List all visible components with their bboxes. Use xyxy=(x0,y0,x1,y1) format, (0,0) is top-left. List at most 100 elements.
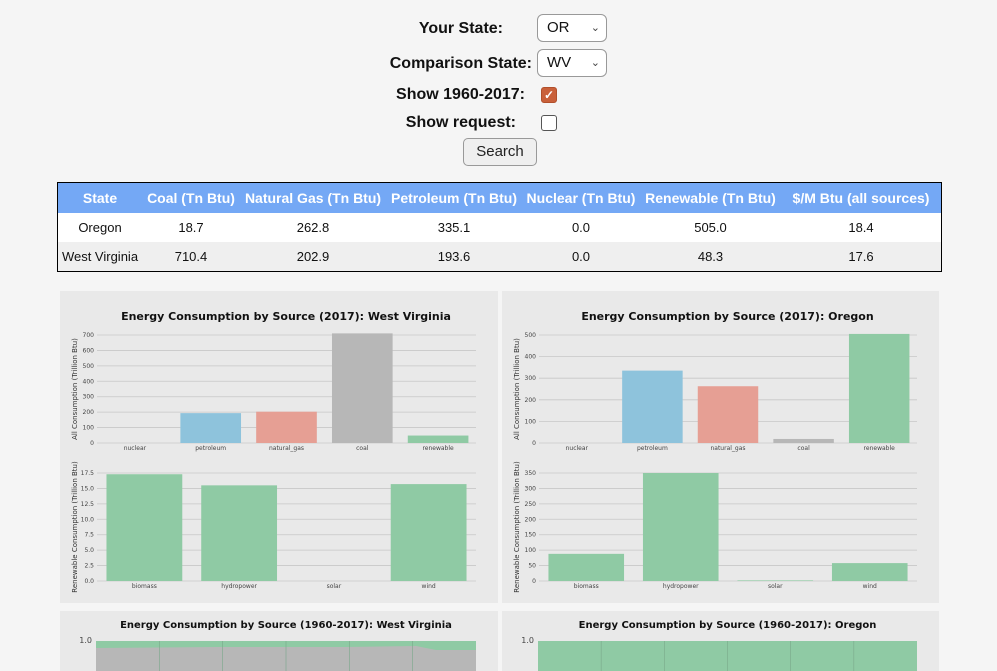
comparison-state-row: Comparison State: WV ⌄ xyxy=(0,49,997,79)
chart-title: Energy Consumption by Source (1960-2017)… xyxy=(120,620,452,631)
table-cell: Oregon xyxy=(57,213,142,242)
top-bar-coal xyxy=(331,333,393,443)
top-ytick-label: 100 xyxy=(525,418,537,425)
bottom-bar-biomass xyxy=(548,553,625,581)
table-cell: 48.3 xyxy=(640,242,781,272)
table-row: Oregon 18.7 262.8 335.1 0.0 505.0 18.4 xyxy=(57,213,942,242)
table-cell: 18.7 xyxy=(142,213,240,242)
energy-table: State Coal (Tn Btu) Natural Gas (Tn Btu)… xyxy=(57,182,942,272)
bottom-ytick-label: 350 xyxy=(525,470,537,477)
table-cell: 193.6 xyxy=(386,242,522,272)
table-cell: 262.8 xyxy=(240,213,386,242)
table-cell: 335.1 xyxy=(386,213,522,242)
bottom-ytick-label: 200 xyxy=(525,516,537,523)
table-cell: 202.9 xyxy=(240,242,386,272)
header-natural-gas: Natural Gas (Tn Btu) xyxy=(240,182,386,213)
chart-panel-west-virginia-2017: Energy Consumption by Source (2017): Wes… xyxy=(60,291,498,603)
top-ytick-label: 200 xyxy=(525,397,537,404)
your-state-label: Your State: xyxy=(418,20,503,37)
bottom-ytick-label: 250 xyxy=(525,501,537,508)
top-ytick-label: 100 xyxy=(83,425,95,432)
comparison-state-label: Comparison State: xyxy=(389,55,532,72)
top-ytick-label: 500 xyxy=(83,363,95,370)
show-history-label: Show 1960-2017: xyxy=(396,86,525,103)
bottom-ytick-label: 0 xyxy=(532,578,536,585)
top-xtick-label: renewable xyxy=(864,445,896,452)
your-state-value: OR xyxy=(547,19,570,36)
show-history-row: Show 1960-2017: ✓ xyxy=(0,80,997,110)
top-xtick-label: petroleum xyxy=(637,445,668,452)
top-ytick-label: 400 xyxy=(525,354,537,361)
top-xtick-label: petroleum xyxy=(195,445,226,452)
comparison-state-select[interactable]: WV ⌄ xyxy=(537,49,607,77)
top-bar-coal xyxy=(773,438,834,443)
top-xtick-label: coal xyxy=(356,445,369,452)
chart-oregon-history: Energy Consumption by Source (1960-2017)… xyxy=(521,620,917,671)
bottom-ytick-label: 150 xyxy=(525,532,537,539)
show-request-label: Show request: xyxy=(405,114,516,131)
bottom-ytick-label: 17.5 xyxy=(81,470,95,477)
table-cell: 18.4 xyxy=(781,213,942,242)
bottom-bar-wind xyxy=(390,484,467,581)
bottom-bar-solar xyxy=(737,580,814,581)
top-ylabel: All Consumption (Trillion Btu) xyxy=(71,338,79,440)
history-ytick-label: 1.0 xyxy=(521,636,534,645)
top-xtick-label: nuclear xyxy=(124,445,147,452)
top-bar-renewable xyxy=(848,333,910,443)
chart-title: Energy Consumption by Source (2017): Wes… xyxy=(121,310,451,323)
top-bar-petroleum xyxy=(622,370,683,443)
top-ytick-label: 500 xyxy=(525,332,537,339)
header-state: State xyxy=(57,182,142,213)
table-row: West Virginia 710.4 202.9 193.6 0.0 48.3… xyxy=(57,242,942,272)
top-xtick-label: natural_gas xyxy=(710,445,745,452)
top-ytick-label: 400 xyxy=(83,378,95,385)
bottom-xtick-label: biomass xyxy=(574,583,599,590)
your-state-select[interactable]: OR ⌄ xyxy=(537,14,607,42)
top-ytick-label: 0 xyxy=(532,440,536,447)
bottom-ytick-label: 7.5 xyxy=(84,532,94,539)
header-coal: Coal (Tn Btu) xyxy=(142,182,240,213)
top-xtick-label: coal xyxy=(797,445,810,452)
chart-panel-oregon-2017: Energy Consumption by Source (2017): Ore… xyxy=(502,291,939,603)
chart-west-virginia-history: Energy Consumption by Source (1960-2017)… xyxy=(79,620,476,671)
show-request-row: Show request: xyxy=(0,108,997,138)
top-bar-natural_gas xyxy=(697,386,759,443)
top-ytick-label: 300 xyxy=(83,394,95,401)
top-xtick-label: nuclear xyxy=(566,445,589,452)
header-price: $/M Btu (all sources) xyxy=(781,182,942,213)
chart-title: Energy Consumption by Source (1960-2017)… xyxy=(579,620,877,631)
bottom-xtick-label: hydropower xyxy=(663,583,699,590)
bottom-bar-biomass xyxy=(106,474,183,581)
top-ytick-label: 200 xyxy=(83,409,95,416)
search-button[interactable]: Search xyxy=(463,138,537,166)
table-header-row: State Coal (Tn Btu) Natural Gas (Tn Btu)… xyxy=(57,182,942,213)
bottom-ytick-label: 50 xyxy=(528,563,536,570)
bottom-xtick-label: solar xyxy=(768,583,783,590)
bottom-bar-hydropower xyxy=(201,485,278,581)
bottom-ylabel: Renewable Consumption (Trillion Btu) xyxy=(71,461,79,593)
chart-oregon-2017: Energy Consumption by Source (2017): Ore… xyxy=(513,310,917,593)
bottom-ytick-label: 300 xyxy=(525,485,537,492)
top-xtick-label: renewable xyxy=(422,445,454,452)
chevron-down-icon: ⌄ xyxy=(590,57,600,69)
table-cell: 17.6 xyxy=(781,242,942,272)
comparison-state-value: WV xyxy=(547,54,572,71)
show-request-checkbox[interactable] xyxy=(541,115,557,131)
bottom-xtick-label: solar xyxy=(327,583,342,590)
bottom-ytick-label: 100 xyxy=(525,547,537,554)
top-xtick-label: natural_gas xyxy=(269,445,304,452)
show-history-checkbox[interactable]: ✓ xyxy=(541,87,557,103)
chart-title: Energy Consumption by Source (2017): Ore… xyxy=(581,310,873,323)
top-ylabel: All Consumption (Trillion Btu) xyxy=(513,338,521,440)
table-cell: West Virginia xyxy=(57,242,142,272)
bottom-ytick-label: 2.5 xyxy=(84,563,94,570)
top-bar-natural_gas xyxy=(256,411,317,443)
table-cell: 0.0 xyxy=(522,242,640,272)
table-cell: 0.0 xyxy=(522,213,640,242)
header-renewable: Renewable (Tn Btu) xyxy=(640,182,781,213)
bottom-xtick-label: wind xyxy=(422,583,436,590)
bottom-ytick-label: 12.5 xyxy=(81,501,95,508)
your-state-row: Your State: OR ⌄ xyxy=(0,14,997,44)
table-cell: 710.4 xyxy=(142,242,240,272)
header-petroleum: Petroleum (Tn Btu) xyxy=(386,182,522,213)
